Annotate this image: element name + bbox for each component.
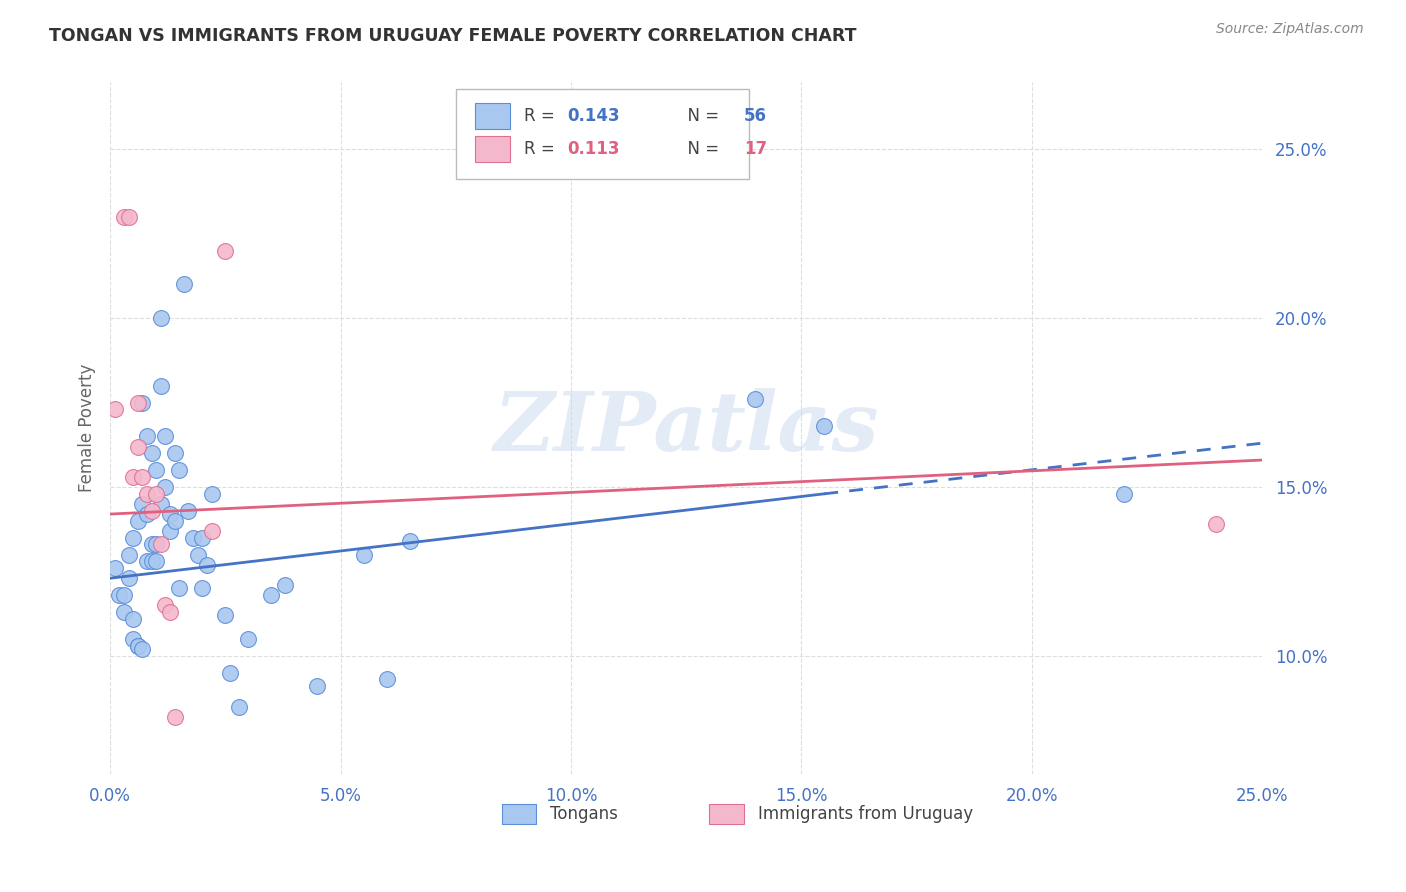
Point — [149, 378, 172, 392]
Point — [131, 470, 153, 484]
Point — [375, 673, 398, 687]
Point — [127, 440, 149, 454]
Point — [219, 665, 242, 680]
Point — [1112, 487, 1135, 501]
Point — [117, 548, 139, 562]
Text: Immigrants from Uruguay: Immigrants from Uruguay — [758, 805, 973, 823]
Point — [813, 419, 835, 434]
Point — [145, 537, 167, 551]
Text: ZIPatlas: ZIPatlas — [494, 388, 879, 468]
Point — [141, 554, 163, 568]
Point — [104, 561, 127, 575]
Point — [155, 429, 177, 443]
Text: Source: ZipAtlas.com: Source: ZipAtlas.com — [1216, 22, 1364, 37]
Point — [149, 537, 172, 551]
Point — [122, 531, 145, 545]
Point — [228, 699, 250, 714]
Point — [127, 395, 149, 409]
Point — [136, 487, 159, 501]
FancyBboxPatch shape — [456, 89, 749, 178]
Point — [136, 554, 159, 568]
Point — [141, 537, 163, 551]
FancyBboxPatch shape — [502, 805, 536, 824]
Point — [131, 497, 153, 511]
Point — [191, 582, 214, 596]
Point — [238, 632, 260, 646]
Text: 0.143: 0.143 — [568, 107, 620, 125]
Point — [117, 210, 139, 224]
Point — [214, 244, 236, 258]
Point — [122, 632, 145, 646]
Point — [141, 504, 163, 518]
Point — [155, 480, 177, 494]
Point — [398, 534, 420, 549]
Point — [173, 277, 195, 292]
Point — [191, 531, 214, 545]
Point — [141, 446, 163, 460]
Point — [187, 548, 209, 562]
Point — [117, 571, 139, 585]
Point — [145, 463, 167, 477]
Point — [127, 639, 149, 653]
Point — [122, 612, 145, 626]
Point — [163, 446, 186, 460]
Text: R =: R = — [523, 107, 560, 125]
Point — [195, 558, 218, 572]
Point — [1205, 517, 1227, 532]
Point — [136, 429, 159, 443]
Point — [108, 588, 131, 602]
FancyBboxPatch shape — [475, 136, 510, 162]
Point — [104, 402, 127, 417]
Point — [145, 554, 167, 568]
FancyBboxPatch shape — [475, 103, 510, 129]
Point — [177, 504, 200, 518]
Point — [159, 605, 181, 619]
Point — [136, 507, 159, 521]
Point — [274, 578, 297, 592]
Text: 56: 56 — [744, 107, 766, 125]
Point — [112, 210, 135, 224]
Point — [181, 531, 204, 545]
Y-axis label: Female Poverty: Female Poverty — [79, 364, 96, 492]
Text: Tongans: Tongans — [550, 805, 619, 823]
Point — [159, 507, 181, 521]
Text: N =: N = — [676, 107, 724, 125]
Point — [112, 605, 135, 619]
Text: TONGAN VS IMMIGRANTS FROM URUGUAY FEMALE POVERTY CORRELATION CHART: TONGAN VS IMMIGRANTS FROM URUGUAY FEMALE… — [49, 27, 856, 45]
Point — [744, 392, 766, 407]
Point — [149, 311, 172, 326]
Point — [307, 679, 329, 693]
Point — [159, 524, 181, 538]
Point — [131, 395, 153, 409]
Text: 17: 17 — [744, 140, 766, 158]
Point — [200, 524, 222, 538]
Point — [169, 463, 191, 477]
FancyBboxPatch shape — [709, 805, 744, 824]
Point — [353, 548, 375, 562]
Point — [149, 497, 172, 511]
Point — [169, 582, 191, 596]
Point — [127, 639, 149, 653]
Point — [155, 598, 177, 612]
Point — [122, 470, 145, 484]
Point — [260, 588, 283, 602]
Point — [131, 642, 153, 657]
Point — [163, 514, 186, 528]
Point — [214, 608, 236, 623]
Point — [200, 487, 222, 501]
Text: R =: R = — [523, 140, 560, 158]
Point — [163, 709, 186, 723]
Point — [145, 487, 167, 501]
Text: 0.113: 0.113 — [568, 140, 620, 158]
Text: N =: N = — [676, 140, 724, 158]
Point — [127, 514, 149, 528]
Point — [112, 588, 135, 602]
